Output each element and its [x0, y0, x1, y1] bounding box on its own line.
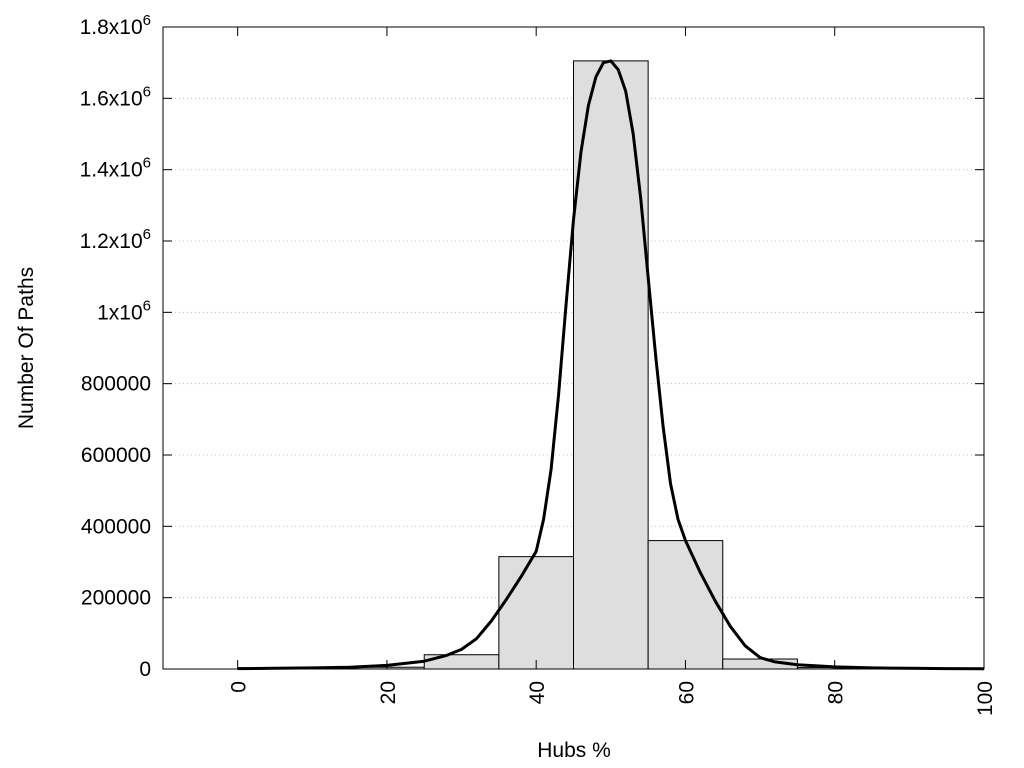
x-tick-label: 60 — [675, 681, 698, 704]
y-tick-label: 200000 — [81, 587, 151, 610]
gridlines — [163, 97, 984, 599]
y-tick-label: 1.8x106 — [80, 12, 151, 39]
y-tick-exponent: 6 — [143, 155, 151, 172]
y-tick-label: 1.2x106 — [80, 226, 151, 253]
y-tick-label: 800000 — [81, 373, 151, 396]
histogram-bar — [498, 556, 575, 670]
y-tick-label: 0 — [139, 658, 151, 681]
y-tick-label: 1.6x106 — [80, 83, 151, 110]
axis-ticks — [163, 26, 985, 670]
y-tick-exponent: 6 — [143, 83, 151, 100]
fit-curve-layer — [237, 59, 985, 671]
x-tick-label: 20 — [377, 681, 400, 704]
y-tick-labels: 0 200000 400000 600000 800000 1x106 1.2x106 1.4… — [80, 12, 151, 681]
y-tick-exponent: 6 — [143, 297, 151, 314]
y-tick-label: 1.4x106 — [80, 155, 151, 182]
x-tick-labels: 0 20 40 60 80 100 — [228, 681, 997, 716]
y-tick-label: 1x106 — [97, 297, 151, 324]
y-axis-title: Number Of Paths — [15, 267, 38, 429]
x-axis-title: Hubs % — [537, 739, 611, 762]
histogram-bar — [573, 60, 649, 670]
y-tick-label: 400000 — [81, 515, 151, 538]
histogram-bar — [647, 540, 724, 670]
histogram-bars — [274, 60, 948, 670]
y-tick-exponent: 6 — [143, 226, 151, 243]
x-tick-label: 100 — [974, 681, 997, 716]
y-tick-exponent: 6 — [143, 12, 151, 29]
fit-curve — [237, 59, 985, 671]
plot-frame — [162, 26, 985, 670]
x-tick-label: 40 — [526, 681, 549, 704]
x-tick-label: 80 — [825, 681, 848, 704]
x-tick-label: 0 — [228, 681, 251, 693]
y-tick-label: 600000 — [81, 444, 151, 467]
